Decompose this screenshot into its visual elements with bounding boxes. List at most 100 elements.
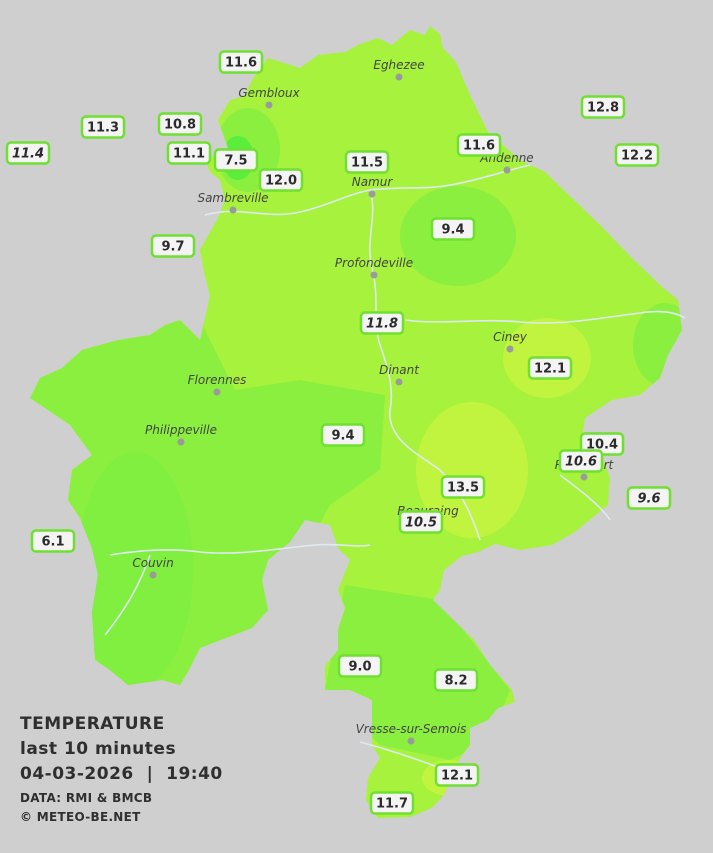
city-label: Dinant — [379, 363, 420, 377]
city-label: Philippeville — [145, 423, 217, 437]
station-value: 10.4 — [586, 438, 618, 453]
station-value: 9.7 — [161, 240, 184, 255]
station-reading[interactable]: 11.6 — [456, 133, 502, 157]
city-eghezee: Eghezee — [373, 58, 425, 81]
station-reading[interactable]: 11.6 — [218, 50, 264, 74]
station-reading[interactable]: 8.2 — [433, 668, 479, 692]
station-reading[interactable]: 12.8 — [580, 95, 626, 119]
station-value: 9.0 — [348, 660, 371, 675]
station-reading[interactable]: 9.0 — [337, 654, 383, 678]
station-reading[interactable]: 12.2 — [614, 143, 660, 167]
station-value: 11.6 — [225, 56, 257, 71]
station-box — [150, 234, 196, 258]
warm-zone-beauraing — [416, 402, 528, 538]
river-lomme — [559, 474, 611, 521]
city-label: Profondeville — [335, 256, 413, 270]
station-box — [157, 112, 203, 136]
station-reading[interactable]: 11.5 — [344, 150, 390, 174]
city-dot-icon — [503, 166, 511, 174]
city-label: Couvin — [132, 556, 173, 570]
station-box — [80, 115, 126, 139]
station-reading[interactable]: 12.1 — [527, 356, 573, 380]
city-dot-icon — [368, 190, 376, 198]
city-dot-icon — [265, 101, 273, 109]
legend-title: TEMPERATURE — [20, 714, 165, 734]
cool-zone-east — [633, 303, 682, 387]
station-reading[interactable]: 11.7 — [369, 791, 415, 815]
legend-datetime: 04-03-2026 | 19:40 — [20, 764, 223, 784]
station-box — [580, 95, 626, 119]
station-value: 11.6 — [463, 139, 495, 154]
station-box — [369, 791, 415, 815]
station-value: 8.2 — [444, 674, 467, 689]
city-dot-icon — [407, 737, 415, 745]
city-label: Sambreville — [197, 191, 268, 205]
station-value: 13.5 — [447, 481, 479, 496]
legend-data-source: DATA: RMI & BMCB — [20, 791, 153, 805]
station-reading[interactable]: 12.1 — [434, 763, 480, 787]
city-dot-icon — [213, 388, 221, 396]
station-box — [166, 141, 212, 165]
station-box — [359, 311, 405, 335]
station-box — [344, 150, 390, 174]
station-reading[interactable]: 6.1 — [30, 529, 76, 553]
city-label: Ciney — [493, 330, 528, 344]
station-reading[interactable]: 10.6 — [558, 449, 604, 473]
station-reading[interactable]: 10.8 — [157, 112, 203, 136]
station-value: 10.5 — [405, 516, 437, 531]
station-box — [213, 148, 259, 172]
station-box — [398, 510, 444, 534]
station-reading[interactable]: 9.7 — [150, 234, 196, 258]
river-viroin — [109, 543, 371, 556]
station-value: 11.8 — [366, 317, 398, 332]
station-reading[interactable]: 10.4 — [579, 432, 625, 456]
station-box — [626, 486, 672, 510]
station-value: 7.5 — [224, 154, 247, 169]
city-dot-icon — [395, 73, 403, 81]
station-value: 9.4 — [331, 429, 354, 444]
city-vresse-sur-semois: Vresse-sur-Semois — [356, 722, 466, 745]
station-box — [456, 133, 502, 157]
cool-zone-southwest — [30, 320, 385, 690]
station-value: 12.1 — [534, 362, 566, 377]
station-reading[interactable]: 9.4 — [320, 423, 366, 447]
city-dinant: Dinant — [379, 363, 420, 386]
city-label: Namur — [352, 175, 394, 189]
station-value: 6.1 — [41, 535, 64, 550]
city-label: Eghezee — [373, 58, 424, 72]
station-value: 11.1 — [173, 147, 205, 162]
city-label: Gembloux — [238, 86, 300, 100]
station-reading[interactable]: 9.6 — [626, 486, 672, 510]
city-namur: Namur — [352, 175, 394, 198]
station-reading[interactable]: 11.8 — [359, 311, 405, 335]
station-value: 11.7 — [376, 797, 408, 812]
station-box — [258, 168, 304, 192]
station-box — [320, 423, 366, 447]
station-value: 10.8 — [164, 118, 196, 133]
station-box — [558, 449, 604, 473]
station-value: 9.6 — [637, 492, 660, 507]
station-value: 11.5 — [351, 156, 383, 171]
station-value: 11.3 — [87, 121, 119, 136]
station-reading[interactable]: 7.5 — [213, 148, 259, 172]
city-sambreville: Sambreville — [197, 191, 269, 214]
city-florennes: Florennes — [188, 373, 246, 396]
station-reading[interactable]: 12.0 — [258, 168, 304, 192]
station-box — [434, 763, 480, 787]
city-dot-icon — [370, 271, 378, 279]
river-lesse — [404, 310, 686, 324]
station-box — [430, 217, 476, 241]
station-reading[interactable]: 11.3 — [80, 115, 126, 139]
station-box — [30, 529, 76, 553]
river-eau-blanche — [104, 554, 151, 636]
station-reading[interactable]: 11.4 — [5, 141, 51, 165]
legend-copyright: © METEO-BE.NET — [20, 810, 141, 824]
station-box — [218, 50, 264, 74]
station-box — [433, 668, 479, 692]
station-reading[interactable]: 11.1 — [166, 141, 212, 165]
station-reading[interactable]: 10.5 — [398, 510, 444, 534]
station-reading[interactable]: 9.4 — [430, 217, 476, 241]
station-reading[interactable]: 13.5 — [440, 475, 486, 499]
city-profondeville: Profondeville — [335, 256, 413, 279]
